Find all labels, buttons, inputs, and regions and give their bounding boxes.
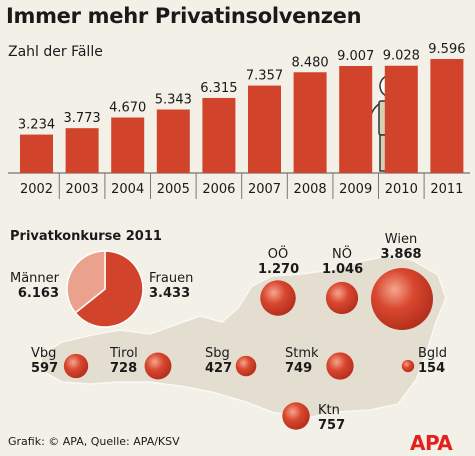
x-tick-label: 2002 [20,182,53,197]
region-bubble [63,353,89,379]
region-bubble [401,359,415,373]
bar [156,109,190,173]
region-name: Tirol [110,346,138,361]
region-value: 154 [418,361,446,376]
bar-value-label: 8.480 [291,55,328,70]
bar [293,72,327,173]
region-name: Bgld [418,346,448,361]
region-name: Vbg [31,346,57,361]
region-bubble [371,268,433,330]
bar [202,97,236,173]
chart-title: Immer mehr Privatinsolvenzen [6,4,362,28]
bar-value-label: 7.357 [246,69,283,84]
bar [339,65,373,173]
region-label-vbg: Vbg 597 [31,346,58,376]
apa-logo: APA [410,431,453,455]
bar-value-label: 6.315 [200,81,237,96]
region-value: 1.270 [258,262,300,277]
bar-value-label: 9.007 [337,49,374,64]
region-value: 427 [205,361,233,376]
pie-label-name: Frauen [149,271,194,286]
x-tick-label: 2010 [385,182,418,197]
region-name: Stmk [285,346,319,361]
x-tick-label: 2009 [339,182,372,197]
region-value: 1.046 [322,262,364,277]
region-label-ooe: OÖ 1.270 [258,247,300,277]
region-name: Wien [384,232,418,247]
chart-subtitle: Zahl der Fälle [8,44,103,60]
region-label-noe: NÖ 1.046 [322,247,364,277]
x-tick-label: 2006 [202,182,235,197]
region-label-ktn: Ktn 757 [318,403,345,433]
region-label-sbg: Sbg 427 [205,346,232,376]
x-tick-label: 2007 [248,182,281,197]
region-value: 757 [318,418,346,433]
region-bubble [282,402,310,430]
bar-value-label: 4.670 [109,101,146,116]
x-tick-label: 2008 [294,182,327,197]
region-label-wien: Wien 3.868 [378,232,424,262]
region-bubble [325,281,359,315]
bar [384,65,418,173]
source-note: Grafik: © APA, Quelle: APA/KSV [8,435,180,448]
region-name: NÖ [332,247,352,262]
pie-slice [66,250,106,314]
region-value: 597 [31,361,59,376]
region-label-bgld: Bgld 154 [418,346,447,376]
x-tick-label: 2004 [111,182,144,197]
region-value: 749 [285,361,313,376]
bar-value-label: 5.343 [155,93,192,108]
bar-value-label: 3.234 [18,118,55,133]
pie-slice [74,250,144,328]
region-name: Ktn [318,403,340,418]
x-tick-label: 2005 [157,182,190,197]
x-tick-label: 2011 [430,182,463,197]
region-label-tirol: Tirol 728 [110,346,138,376]
bar [111,117,145,173]
region-bubble [144,352,172,380]
region-label-stmk: Stmk 749 [285,346,319,376]
section-title-privatkonkurse: Privatkonkurse 2011 [10,229,162,244]
region-value: 3.868 [380,247,422,262]
bar [65,128,99,173]
bar [20,134,53,173]
bar [430,59,464,173]
bar [248,85,281,173]
pie-label-name: Männer [9,271,59,286]
pie-label-frauen: Frauen 3.433 [149,271,193,301]
pie-label-maenner: Männer 6.163 [10,271,59,301]
bar-value-label: 9.028 [383,49,420,64]
region-bubble [235,355,257,377]
pie-label-value: 3.433 [149,286,191,301]
region-name: Sbg [205,346,230,361]
region-bubble [326,352,354,380]
region-name: OÖ [267,247,289,262]
region-bubble [260,280,296,316]
bar-value-label: 3.773 [63,111,100,126]
pie-label-value: 6.163 [17,286,59,301]
region-value: 728 [110,361,138,376]
x-tick-label: 2003 [66,182,99,197]
bar-value-label: 9.596 [428,42,465,57]
